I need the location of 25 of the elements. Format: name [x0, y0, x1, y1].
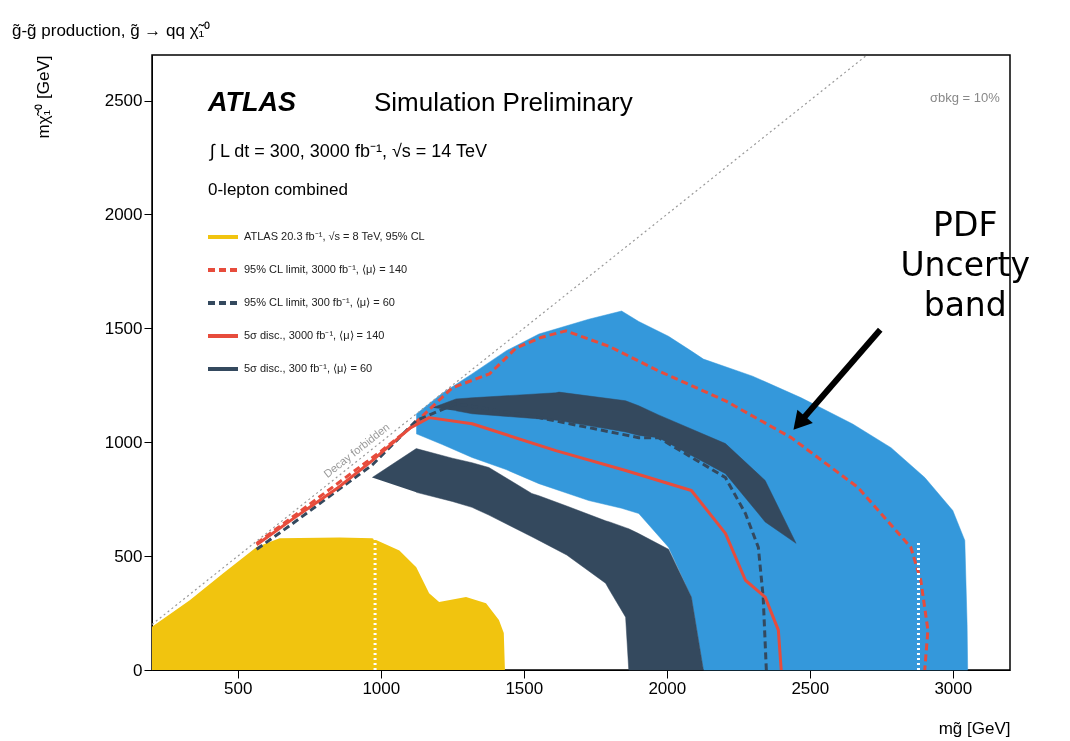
annotation: 0-lepton combined [208, 180, 348, 199]
annotation: Simulation Preliminary [374, 87, 633, 117]
annotation: σbkg = 10% [930, 90, 1001, 105]
x-tick-label: 3000 [934, 678, 973, 698]
chart-title: g̃-g̃ production, g̃ → qq χ̃₁⁰ [12, 21, 211, 41]
y-tick-label: 0 [133, 660, 143, 680]
y-axis-title: mχ̃₁⁰ [GeV] [33, 55, 53, 139]
y-tick-label: 2000 [104, 204, 143, 224]
legend-label: 5σ disc., 300 fb⁻¹, ⟨μ⟩ = 60 [244, 362, 373, 374]
x-tick-label: 1000 [362, 678, 401, 698]
x-tick-label: 2000 [648, 678, 687, 698]
annotation: ∫ L dt = 300, 3000 fb⁻¹, √s = 14 TeV [208, 141, 487, 161]
y-tick-label: 500 [114, 546, 143, 566]
legend-label: 95% CL limit, 300 fb⁻¹, ⟨μ⟩ = 60 [244, 296, 395, 308]
legend-label: 95% CL limit, 3000 fb⁻¹, ⟨μ⟩ = 140 [244, 263, 408, 275]
x-tick-label: 2500 [791, 678, 830, 698]
x-axis-title: mg̃ [GeV] [938, 718, 1011, 738]
x-tick-label: 500 [224, 678, 253, 698]
y-tick-label: 1500 [104, 318, 143, 338]
x-tick-label: 1500 [505, 678, 544, 698]
annotation: ATLAS [207, 87, 296, 117]
y-tick-label: 2500 [104, 91, 143, 111]
y-tick-label: 1000 [104, 432, 143, 452]
legend-label: ATLAS 20.3 fb⁻¹, √s = 8 TeV, 95% CL [244, 230, 425, 242]
legend-label: 5σ disc., 3000 fb⁻¹, ⟨μ⟩ = 140 [244, 329, 385, 341]
